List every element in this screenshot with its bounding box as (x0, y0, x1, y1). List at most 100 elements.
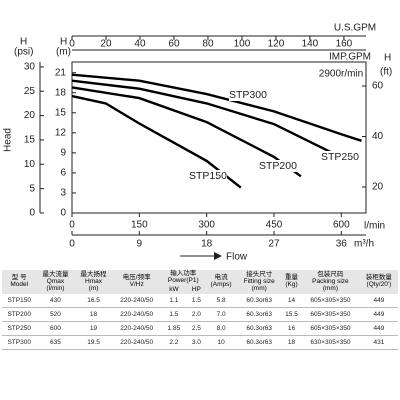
table-cell: 1.5 (160, 307, 187, 323)
table-cell: 605×305×350 (301, 321, 360, 337)
header-cell: 重量 (Kg) (281, 270, 302, 295)
chart: H H (psi) (m) H (ft) Head U.S.GPM IMP.GP… (3, 23, 393, 263)
table-cell: 520 (36, 307, 75, 323)
curve-label: STP150 (189, 170, 227, 182)
table-cell: 18 (74, 307, 113, 323)
curve-label-bg (259, 160, 297, 172)
top-tick-label: 160 (336, 39, 353, 50)
table-cell: 19.5 (74, 335, 113, 351)
x-unit: l/min (364, 221, 385, 232)
top-tick-label: 140 (302, 39, 319, 50)
table-cell: 431 (359, 335, 398, 351)
table-cell: 220-240/50 (112, 294, 161, 309)
header-cell: 最大流量 Qmax (l/min) (36, 270, 75, 295)
curve-label-bg (321, 151, 359, 163)
y-tick-label: 12 (55, 127, 67, 138)
psi-tick-label: 15 (24, 135, 36, 146)
table-row: STP200 520 18 220-240/50 1.5 2.0 7.0 60.3or63 15… (2, 307, 398, 323)
table-cell: 16 (281, 321, 302, 337)
speed-box (318, 67, 364, 80)
y-symbol: H (60, 37, 67, 48)
table-row: STP250 600 19 220-240/50 1.85 2.5 8.0 60.3or63 1… (2, 321, 398, 337)
top-tick-label: 20 (100, 39, 112, 50)
y2-unit: (ft) (380, 67, 392, 78)
y-tick-label: 6 (60, 168, 66, 179)
pump-curve (71, 94, 242, 189)
table-cell: 60.3or63 (236, 307, 282, 323)
table-cell: 630×305×350 (301, 335, 360, 351)
top-tick-label: 0 (69, 39, 75, 50)
y2-symbol: H (384, 53, 391, 64)
header-cell: 包装尺码 Packing size (mm) (301, 270, 360, 295)
table-cell: 19 (74, 321, 113, 337)
y-tick-label: 3 (60, 188, 66, 199)
curve-label: STP300 (229, 89, 267, 101)
subheader-cell: kW (160, 285, 187, 295)
top-unit: U.S.GPM (334, 23, 376, 34)
y-tick-label: 15 (55, 107, 67, 118)
psi-tick-label: 5 (29, 183, 35, 194)
top-tick-label: 120 (268, 39, 285, 50)
header-cell: 装柜数量 (Qty/20') (359, 270, 398, 295)
curve-label-bg (189, 170, 227, 182)
x-label: Flow (226, 252, 248, 263)
table-cell: 2.0 (187, 307, 206, 323)
y2-tick-label: 40 (372, 131, 384, 142)
y-tick-label: 9 (60, 148, 66, 159)
table-cell: 635 (36, 335, 75, 351)
spec-table: 型 号 Model 最大流量 Qmax (l/min) 最大扬程 Hmax (m) 电… (2, 270, 398, 351)
table-cell: STP150 (2, 294, 37, 309)
psi-tick-label: 10 (24, 159, 36, 170)
table-cell: 5.8 (205, 294, 237, 309)
table-cell: STP250 (2, 321, 37, 337)
pump-curve (71, 79, 352, 164)
top2-unit: IMP.GPM (329, 52, 371, 63)
x2-tick-label: 9 (137, 239, 143, 250)
x2-tick-label: 18 (201, 239, 213, 250)
x2-tick-label: 0 (69, 239, 75, 250)
table-cell: 449 (359, 294, 398, 309)
table-cell: 600 (36, 321, 75, 337)
y2-tick-label: 60 (372, 81, 384, 92)
header-cell: 输入功率 Power(P1) (160, 270, 206, 286)
table-cell: 220-240/50 (112, 321, 161, 337)
table-cell: 1.85 (160, 321, 187, 337)
header-cell: 最大扬程 Hmax (m) (74, 270, 113, 295)
x-tick-label: 600 (333, 220, 350, 231)
curve-label: STP250 (321, 151, 359, 163)
table-cell: 2.5 (187, 321, 206, 337)
y2-tick-label: 20 (372, 182, 384, 193)
table-cell: 1.1 (160, 294, 187, 309)
table-cell: 60.3or63 (236, 335, 282, 351)
header-cell: 型 号 Model (2, 270, 37, 295)
table-cell: 605×305×350 (301, 307, 360, 323)
table-cell: 2.2 (160, 335, 187, 351)
pump-curve (71, 73, 362, 142)
x2-tick-label: 36 (336, 239, 348, 250)
table-cell: 449 (359, 321, 398, 337)
table-cell: 18 (281, 335, 302, 351)
m-unit: (m) (56, 47, 71, 58)
x-tick-label: 300 (198, 220, 215, 231)
table-cell: 8.0 (205, 321, 237, 337)
psi-unit: (psi) (14, 47, 33, 58)
y-label: Head (3, 128, 14, 152)
table-cell: 10 (205, 335, 237, 351)
y-tick-label: 21 (55, 67, 67, 78)
table-cell: 16.5 (74, 294, 113, 309)
plot-frame (71, 61, 367, 214)
table-cell: STP300 (2, 335, 37, 351)
table-cell: 449 (359, 307, 398, 323)
table-cell: 430 (36, 294, 75, 309)
x-tick-label: 150 (131, 220, 148, 231)
psi-tick-label: 0 (29, 208, 35, 219)
y-symbol: H (20, 37, 27, 48)
x2-tick-label: 27 (268, 239, 280, 250)
curve-label-bg (229, 89, 267, 101)
speed-label: 2900r/min (319, 69, 363, 80)
table-cell: 220-240/50 (112, 335, 161, 351)
curve-label: STP200 (259, 160, 297, 172)
header-row: 型 号 Model 最大流量 Qmax (l/min) 最大扬程 Hmax (m) 电… (2, 270, 398, 295)
table-cell: 3.0 (187, 335, 206, 351)
